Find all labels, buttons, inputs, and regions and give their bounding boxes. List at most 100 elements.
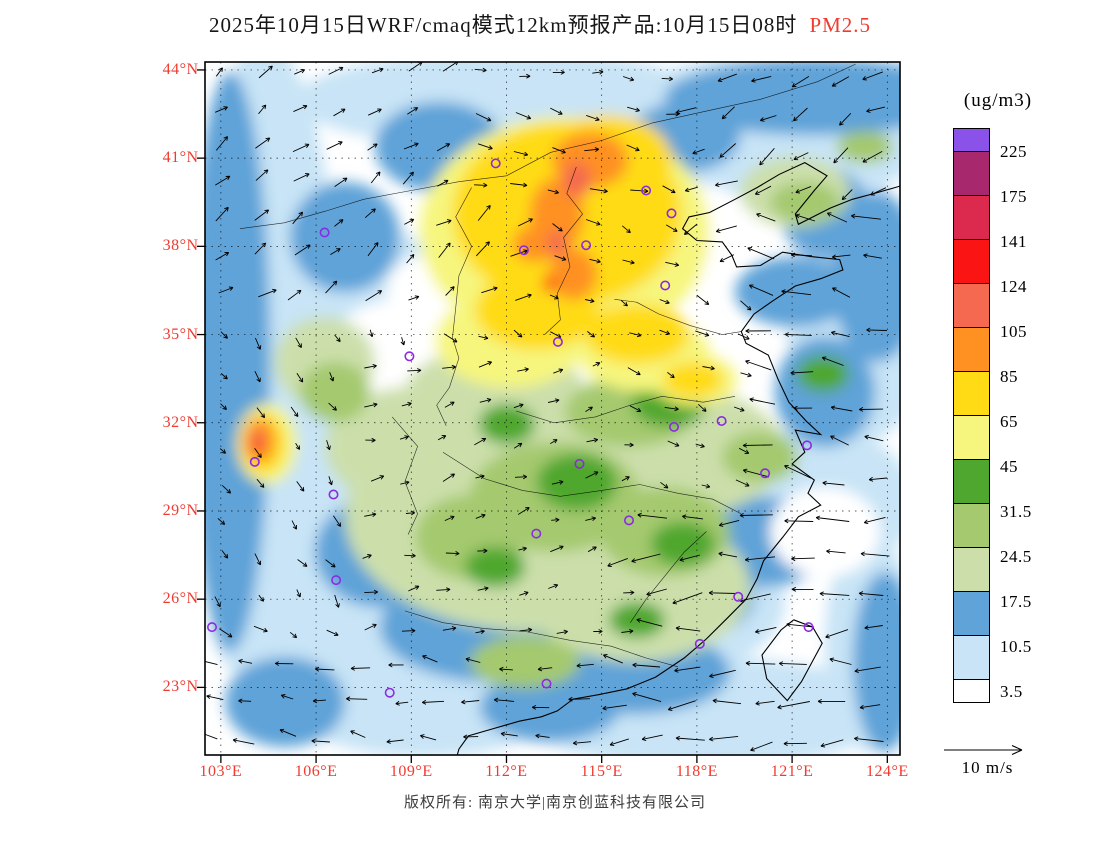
province-boundary [436,187,472,426]
legend-boundary-label: 124 [1000,277,1027,296]
wind-arrow-icon [547,398,560,404]
wind-arrow-icon [474,182,488,188]
wind-arrow-icon [444,515,455,522]
wind-arrow-icon [717,73,737,83]
wind-arrow-icon [333,515,342,527]
city-marker-icon [490,158,501,169]
wind-arrow-icon [585,406,593,412]
wind-arrow-icon [572,740,592,746]
wind-arrow-icon [826,212,848,223]
lat-tick-label: 32°N [162,413,199,431]
wind-arrow-icon [826,549,846,554]
city-marker-icon [666,208,677,219]
wind-arrow-icon [279,728,297,737]
lat-tick-label: 41°N [162,149,199,167]
wind-arrow-icon [665,261,680,267]
wind-arrow-icon [793,405,813,411]
lat-tick-label: 35°N [162,325,199,343]
wind-arrow-icon [759,115,777,122]
wind-arrow-icon [258,594,265,602]
wind-arrow-icon [293,173,310,182]
wind-arrow-icon [822,480,845,486]
wind-arrow-icon [422,654,438,663]
legend-boundary-label: 85 [1000,367,1018,386]
wind-arrow-icon [712,698,742,705]
wind-arrow-icon [719,254,734,263]
wind-arrow-icon [421,699,445,705]
wind-arrow-icon [784,332,812,337]
wind-arrow-icon [742,443,773,448]
lon-tick-label: 106°E [294,763,338,780]
wind-arrow-icon [475,513,486,519]
wind-arrow-icon [632,662,661,668]
wind-arrow-icon [517,367,529,372]
wind-arrow-icon [585,471,599,479]
wind-arrow-icon [786,622,815,628]
city-marker-icon [694,638,705,649]
wind-arrow-icon [665,224,678,232]
field-blob [770,487,880,577]
wind-arrow-icon [395,700,409,706]
wind-arrow-icon [607,557,628,567]
lat-tick-label: 26°N [162,590,199,608]
wind-arrow-icon [217,518,226,525]
wind-arrow-icon [636,618,663,627]
wind-arrow-icon [474,437,487,446]
wind-arrow-icon [556,629,568,635]
wind-arrow-icon [584,147,600,152]
city-marker-icon [668,421,679,432]
wind-arrow-icon [334,219,344,227]
wind-arrow-icon [367,242,379,257]
wind-arrow-icon [219,448,227,454]
wind-arrow-icon [314,666,335,672]
wind-arrow-icon [858,591,884,596]
wind-arrow-icon [258,65,273,79]
wind-arrow-icon [215,106,228,113]
wind-arrow-icon [517,507,530,515]
field-blob [735,257,855,327]
wind-arrow-icon [220,403,227,411]
wind-arrow-icon [695,443,705,449]
wind-arrow-icon [667,372,675,379]
wind-arrow-icon [221,550,229,559]
wind-arrow-icon [781,289,812,296]
wind-arrow-icon [442,62,459,72]
wind-arrow-icon [478,361,493,368]
wind-arrow-icon [442,364,457,370]
field-blob [225,657,345,747]
wind-scale-arrow-icon [944,744,1023,756]
wind-arrow-icon [215,67,223,77]
wind-arrow-icon [442,626,457,631]
wind-arrow-icon [709,735,739,742]
wind-arrow-icon [254,337,262,350]
wind-arrow-icon [220,373,228,380]
wind-arrow-icon [436,143,451,152]
wind-arrow-icon [388,662,404,668]
wind-arrow-icon [519,73,531,79]
legend-color-box [953,239,990,284]
wind-arrow-icon [815,515,850,522]
wind-arrow-icon [831,76,850,87]
field-blob [537,454,617,510]
wind-arrow-icon [407,368,422,373]
wind-arrow-icon [371,67,384,74]
legend-boundary-label: 10.5 [1000,637,1032,656]
wind-arrow-icon [294,68,306,75]
wind-arrow-icon [821,356,844,366]
wind-arrow-icon [696,294,710,306]
wind-arrow-icon [255,169,269,181]
wind-arrow-icon [624,442,634,448]
wind-arrow-icon [646,588,667,596]
wind-arrow-icon [478,335,489,340]
wind-arrow-icon [587,546,597,553]
wind-arrow-icon [238,658,253,664]
wind-arrow-icon [443,333,458,343]
wind-arrow-icon [778,661,807,666]
legend-color-box [953,327,990,372]
wind-arrow-icon [364,512,377,518]
wind-arrow-icon [550,439,558,444]
field-blob [470,636,580,688]
wind-arrow-icon [759,148,775,166]
legend-boundary-label: 31.5 [1000,502,1032,521]
wind-arrow-icon [513,442,523,449]
